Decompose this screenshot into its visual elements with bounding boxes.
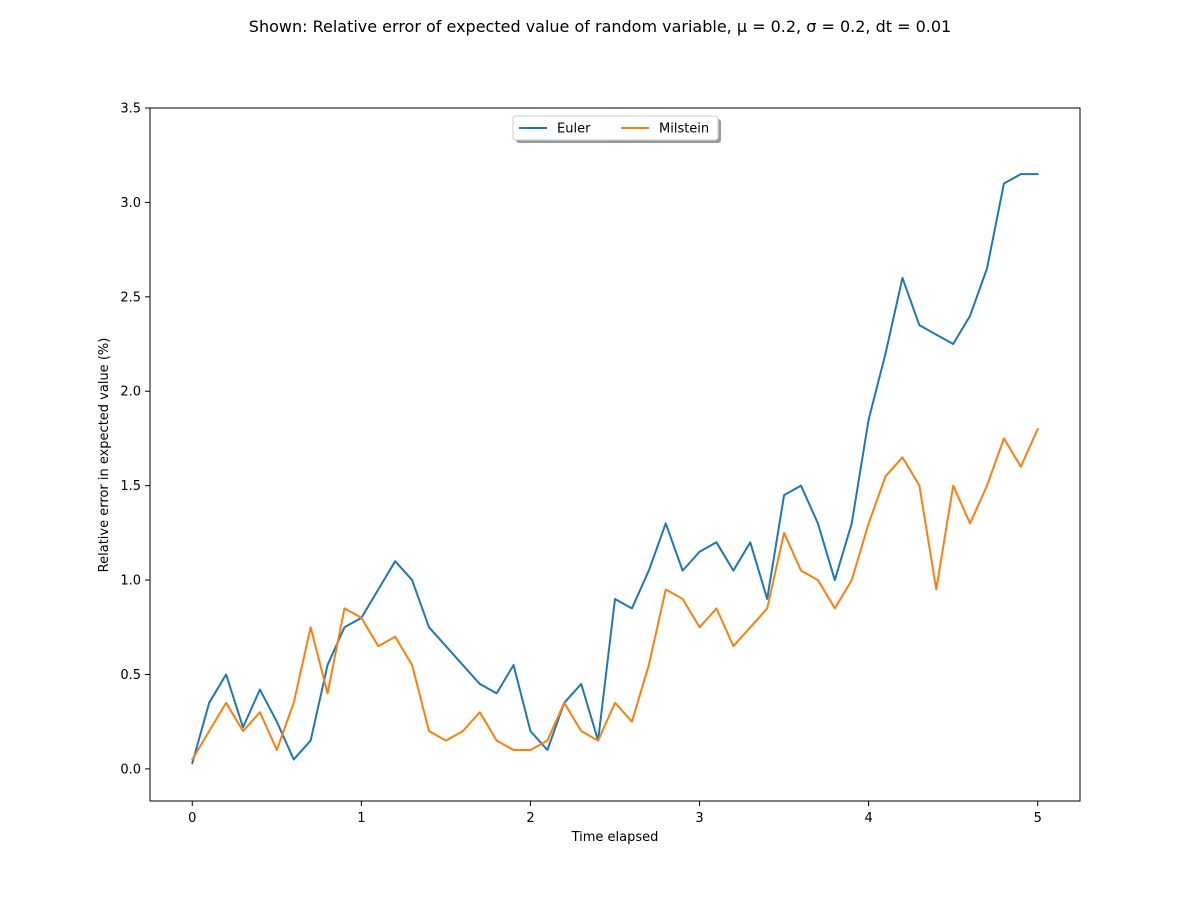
legend-box — [512, 115, 719, 141]
x-tick-label: 4 — [864, 811, 872, 826]
y-axis-label: Relative error in expected value (%) — [97, 338, 112, 573]
x-tick-label: 3 — [695, 811, 703, 826]
x-tick-label: 0 — [188, 811, 196, 826]
y-tick-label: 0.5 — [120, 668, 141, 683]
x-tick-label: 1 — [357, 811, 365, 826]
chart-title: Shown: Relative error of expected value … — [249, 17, 951, 36]
series-lines — [191, 173, 1039, 765]
series-line-euler — [191, 173, 1039, 765]
axis-ticks: 0 1 2 3 4 5 0.0 0.5 1.0 1.5 2.0 2.5 3.0 3.5 — [120, 102, 1042, 827]
legend: Euler Milstein — [512, 115, 721, 143]
x-tick-label: 2 — [526, 811, 534, 826]
plot-area-frame — [149, 107, 1081, 802]
y-tick-label: 1.0 — [120, 574, 141, 589]
legend-label-euler: Euler — [557, 122, 591, 137]
y-tick-label: 2.5 — [120, 290, 141, 305]
y-tick-label: 0.0 — [120, 762, 141, 777]
y-tick-label: 3.5 — [120, 102, 141, 117]
x-tick-label: 5 — [1034, 811, 1042, 826]
series-line-milstein — [191, 428, 1039, 761]
legend-label-milstein: Milstein — [659, 122, 709, 137]
y-tick-label: 3.0 — [120, 196, 141, 211]
y-tick-label: 2.0 — [120, 385, 141, 400]
x-axis-label: Time elapsed — [571, 830, 659, 845]
y-tick-label: 1.5 — [120, 479, 141, 494]
